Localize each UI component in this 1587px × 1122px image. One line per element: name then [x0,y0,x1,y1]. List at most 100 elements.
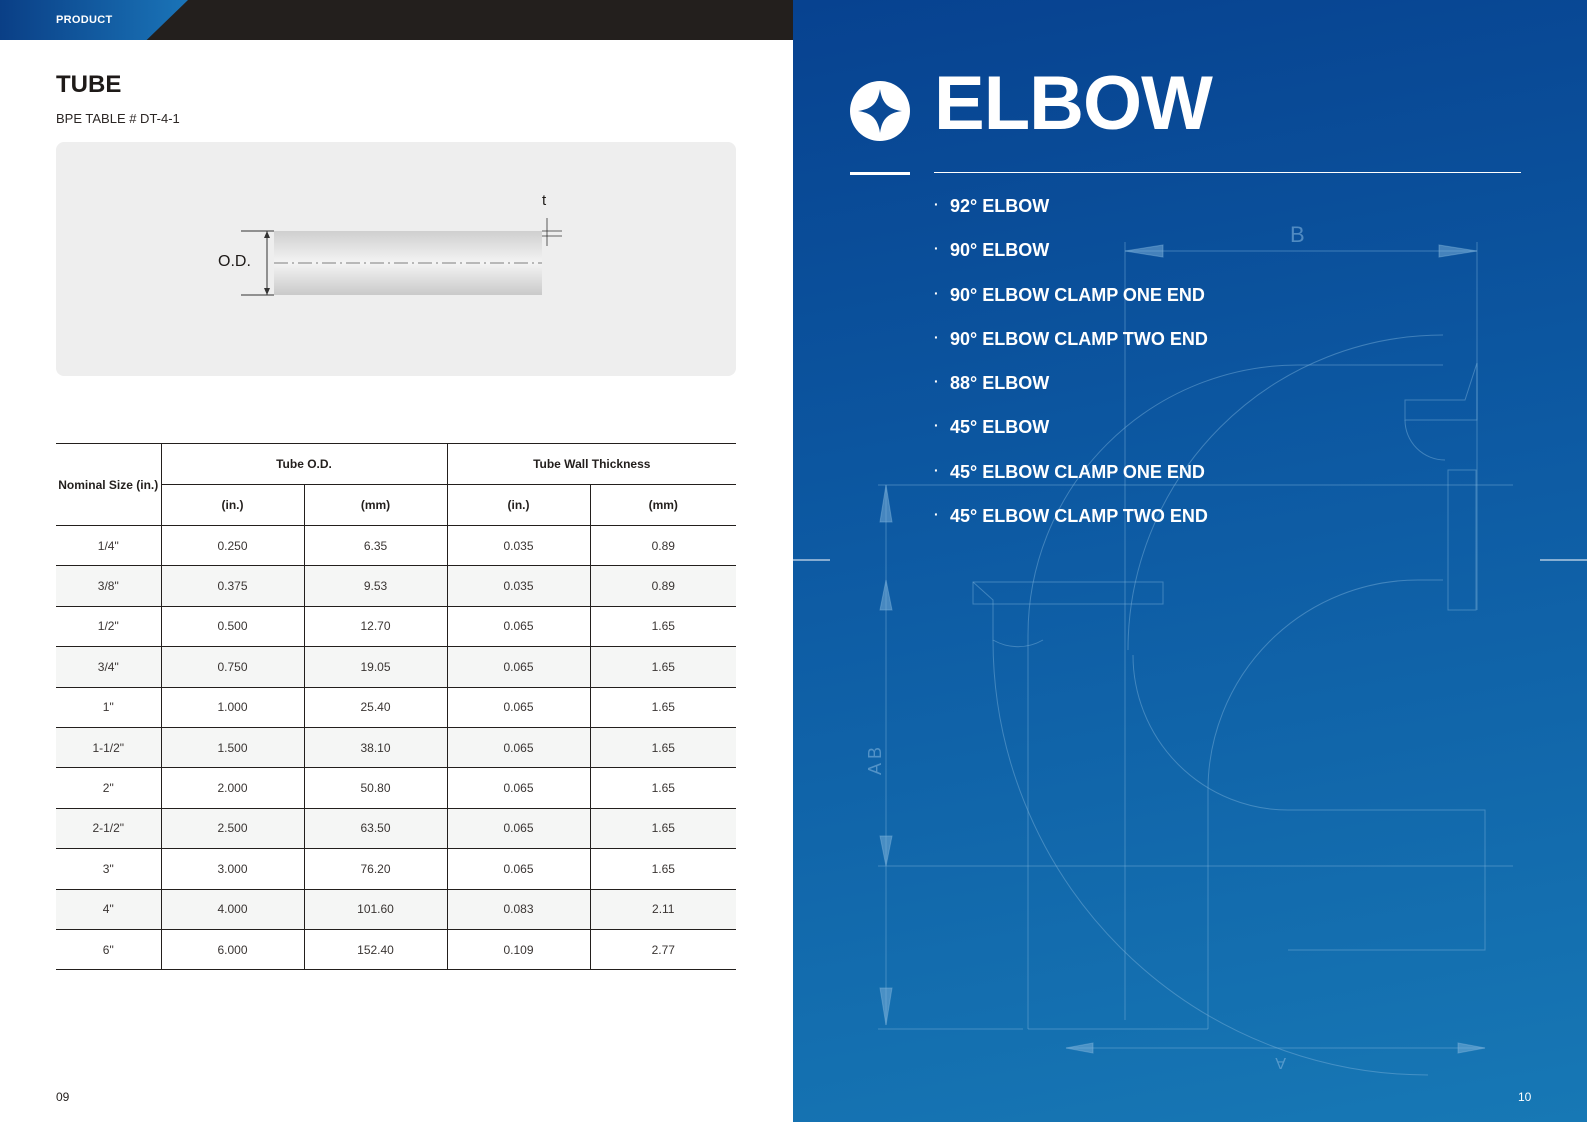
wall-mm-cell: 1.65 [589,687,737,728]
table-row: 4" 4.000 101.60 0.083 2.11 [56,889,737,930]
table-row: 6" 6.000 152.40 0.109 2.77 [56,929,737,971]
bullet-icon: · [934,240,939,257]
elbow-outer-arc [1027,364,1443,1029]
nominal-size-cell: 2" [56,767,161,809]
elbow-list-label: 45° ELBOW CLAMP TWO END [950,506,1208,527]
nominal-size-cell: 2-1/2" [56,808,161,850]
wall-mm-cell: 1.65 [589,727,737,769]
table-row: 1/2" 0.500 12.70 0.065 1.65 [56,606,737,648]
wall-in-cell: 0.035 [446,565,590,607]
elbow-list-label: 88° ELBOW [950,373,1050,394]
wall-in-cell: 0.065 [446,727,590,769]
tube-drawing: O.D. t [218,192,562,296]
wall-mm-cell: 1.65 [589,646,737,688]
od-mm-cell: 12.70 [303,606,447,648]
od-label: O.D. [218,253,251,270]
elbow-list-label: 45° ELBOW CLAMP ONE END [950,461,1205,482]
bullet-icon: · [934,506,939,523]
left-page: PRODUCT TUBE BPE TABLE # DT-4-1 O.D. t [0,0,793,1122]
wall-mm-header: (mm) [589,484,737,526]
wall-in-cell: 0.065 [446,646,590,688]
wall-mm-cell: 0.89 [589,525,737,567]
bullet-icon: · [934,284,939,301]
od-in-cell: 4.000 [160,889,304,930]
wall-in-cell: 0.035 [446,525,590,567]
wall-mm-cell: 1.65 [589,767,737,809]
wall-in-cell: 0.065 [446,848,590,890]
table-row: 3" 3.000 76.20 0.065 1.65 [56,848,737,890]
wall-mm-cell: 1.65 [589,606,737,648]
wall-in-header: (in.) [446,484,590,526]
elbow-list-label: 90° ELBOW [950,240,1050,261]
bullet-icon: · [934,461,939,478]
wall-in-cell: 0.065 [446,808,590,850]
page-title: TUBE [56,71,122,98]
table-row: 3/8" 0.375 9.53 0.035 0.89 [56,565,737,607]
elbow-list-label: 92° ELBOW [950,196,1050,216]
nominal-size-cell: 1/2" [56,606,161,648]
wall-in-cell: 0.109 [446,929,590,971]
od-in-cell: 0.500 [160,606,304,648]
nominal-size-cell: 1/4" [56,525,161,567]
od-in-cell: 1.000 [160,687,304,728]
od-in-cell: 6.000 [160,929,304,971]
elbow-title: ELBOW [934,61,1213,146]
od-mm-cell: 25.40 [303,687,447,728]
od-in-cell: 2.000 [160,767,304,809]
od-in-cell: 0.750 [160,646,304,688]
elbow-list-label: 90° ELBOW CLAMP ONE END [950,284,1205,305]
elbow-list-item: · 88° ELBOW [934,373,1208,417]
title-underline [934,172,1521,173]
wall-mm-cell: 2.77 [589,929,737,971]
od-mm-cell: 38.10 [303,727,447,769]
emblem-underline [850,172,910,175]
elbow-blueprint: B A B A [793,222,1587,1076]
wall-in-cell: 0.083 [446,889,590,930]
elbow-list-item: · 45° ELBOW CLAMP ONE END [934,462,1208,506]
elbow-list-item: · 90° ELBOW [934,240,1208,284]
wall-mm-cell: 0.89 [589,565,737,607]
elbow-product-list: · 92° ELBOW · 90° ELBOW · 90° ELBOW CLAMP ONE… [934,196,1208,550]
nominal-size-cell: 3/8" [56,565,161,607]
elbow-list-item: · 90° ELBOW CLAMP TWO END [934,329,1208,373]
od-mm-cell: 19.05 [303,646,447,688]
od-mm-cell: 50.80 [303,767,447,809]
nominal-size-cell: 6" [56,929,161,971]
od-mm-cell: 101.60 [303,889,447,930]
wall-in-cell: 0.065 [446,767,590,809]
od-in-header: (in.) [160,484,304,526]
wall-mm-cell: 2.11 [589,889,737,930]
elbow-list-item: · 90° ELBOW CLAMP ONE END [934,285,1208,329]
wall-mm-cell: 1.65 [589,808,737,850]
wall-mm-cell: 1.65 [589,848,737,890]
od-mm-header: (mm) [303,484,447,526]
nominal-size-header: Nominal Size (in.) [56,443,161,526]
od-mm-cell: 9.53 [303,565,447,607]
table-row: 3/4" 0.750 19.05 0.065 1.65 [56,646,737,688]
nominal-size-cell: 3" [56,848,161,890]
wall-in-cell: 0.065 [446,687,590,728]
blueprint-label-a: A [1275,1054,1286,1071]
od-mm-cell: 6.35 [303,525,447,567]
od-mm-cell: 63.50 [303,808,447,850]
page-number: 09 [56,1090,70,1104]
od-in-cell: 3.000 [160,848,304,890]
nominal-size-cell: 4" [56,889,161,930]
table-row: 1-1/2" 1.500 38.10 0.065 1.65 [56,727,737,769]
t-label: t [542,192,547,209]
nominal-size-cell: 1" [56,687,161,728]
od-in-cell: 0.375 [160,565,304,607]
elbow-list-item: · 45° ELBOW CLAMP TWO END [934,506,1208,550]
elbow-inner-arc [1207,579,1443,1029]
tube-spec-table: Nominal Size (in.) Tube O.D. Tube Wall T… [56,443,737,971]
od-mm-cell: 152.40 [303,929,447,971]
tube-od-header: Tube O.D. [160,443,447,485]
elbow-list-label: 45° ELBOW [950,417,1050,438]
elbow-list-item: · 45° ELBOW [934,417,1208,461]
elbow-list-item: · 92° ELBOW [934,196,1208,240]
nominal-size-cell: 3/4" [56,646,161,688]
bullet-icon: · [934,417,939,434]
od-mm-cell: 76.20 [303,848,447,890]
bullet-icon: · [934,373,939,390]
table-row: 1" 1.000 25.40 0.065 1.65 [56,687,737,728]
